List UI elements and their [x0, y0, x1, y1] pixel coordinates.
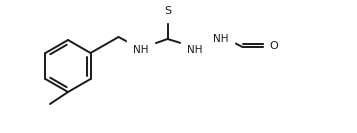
- Text: S: S: [164, 6, 171, 16]
- Text: NH: NH: [133, 45, 148, 55]
- Text: NH: NH: [187, 45, 202, 55]
- Text: O: O: [269, 41, 278, 51]
- Text: NH: NH: [213, 34, 228, 44]
